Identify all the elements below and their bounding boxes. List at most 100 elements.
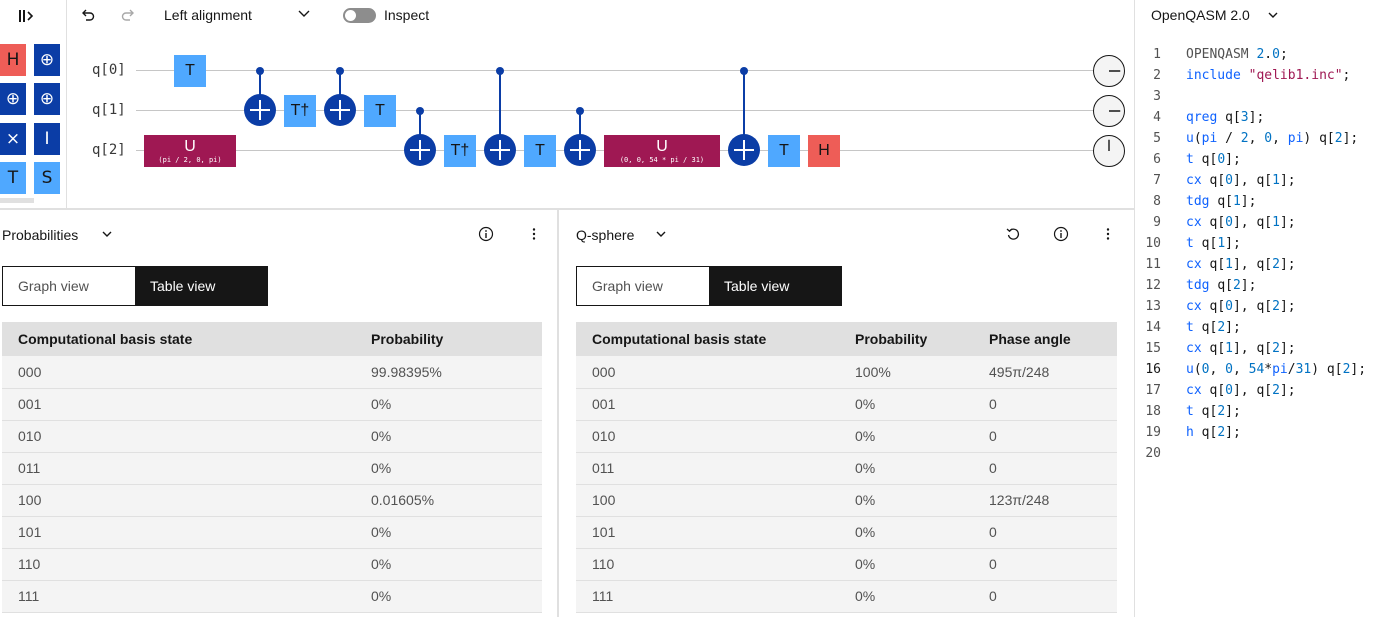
cnot-target[interactable] (324, 94, 356, 126)
code-line[interactable]: 16 u(0, 0, 54*pi/31) q[2]; (1135, 359, 1376, 380)
collapse-palette-icon[interactable] (17, 7, 35, 25)
undo-icon[interactable] (80, 7, 96, 23)
palette-gate-t[interactable]: T (0, 162, 26, 194)
code-text[interactable]: t q[1]; (1186, 236, 1241, 251)
control-dot[interactable] (256, 67, 264, 75)
overflow-menu-icon[interactable] (1100, 226, 1116, 242)
panel-divider[interactable] (0, 208, 1134, 210)
code-text[interactable]: cx q[1], q[2]; (1186, 341, 1296, 356)
palette-gate-toffoli[interactable]: ⊕ (0, 83, 26, 115)
code-line[interactable]: 2 include "qelib1.inc"; (1135, 65, 1376, 86)
code-text[interactable]: cx q[0], q[2]; (1186, 299, 1296, 314)
reset-icon[interactable] (1005, 226, 1021, 242)
code-text[interactable]: u(pi / 2, 0, pi) q[2]; (1186, 131, 1359, 146)
code-text[interactable]: cx q[1], q[2]; (1186, 257, 1296, 272)
code-text[interactable]: cx q[0], q[1]; (1186, 215, 1296, 230)
circuit-canvas[interactable]: q[0] q[1] q[2] T U (pi / 2, 0, pi) T† T … (68, 32, 1134, 208)
table-view-button[interactable]: Table view (709, 267, 841, 305)
chevron-down-icon[interactable] (296, 5, 312, 21)
column-header[interactable]: Phase angle (973, 322, 1117, 356)
column-header[interactable]: Probability (355, 322, 542, 356)
code-line[interactable]: 12 tdg q[2]; (1135, 275, 1376, 296)
control-dot[interactable] (336, 67, 344, 75)
column-header[interactable]: Computational basis state (576, 322, 839, 356)
code-text[interactable]: OPENQASM 2.0; (1186, 47, 1288, 62)
code-line[interactable]: 18 t q[2]; (1135, 401, 1376, 422)
code-line[interactable]: 9 cx q[0], q[1]; (1135, 212, 1376, 233)
palette-gate-ccx[interactable]: ⊕ (34, 83, 60, 115)
info-icon[interactable] (478, 226, 494, 242)
code-line[interactable]: 6 t q[0]; (1135, 149, 1376, 170)
gate-t[interactable]: T (174, 55, 206, 87)
palette-gate-s[interactable]: S (34, 162, 60, 194)
code-text[interactable]: u(0, 0, 54*pi/31) q[2]; (1186, 362, 1367, 377)
code-text[interactable]: t q[2]; (1186, 404, 1241, 419)
gate-t[interactable]: T (364, 95, 396, 127)
cnot-target[interactable] (484, 134, 516, 166)
code-line[interactable]: 14 t q[2]; (1135, 317, 1376, 338)
chevron-down-icon[interactable] (99, 226, 115, 242)
cnot-target[interactable] (728, 134, 760, 166)
inspect-toggle[interactable] (343, 8, 376, 23)
code-line[interactable]: 5 u(pi / 2, 0, pi) q[2]; (1135, 128, 1376, 149)
code-line[interactable]: 7 cx q[0], q[1]; (1135, 170, 1376, 191)
control-dot[interactable] (740, 67, 748, 75)
code-line[interactable]: 15 cx q[1], q[2]; (1135, 338, 1376, 359)
qubit-toggle-icon[interactable] (1093, 55, 1125, 87)
palette-gate-h[interactable]: H (0, 44, 26, 76)
qsphere-title[interactable]: Q-sphere (576, 227, 635, 243)
info-icon[interactable] (1053, 226, 1069, 242)
code-text[interactable]: cx q[0], q[2]; (1186, 383, 1296, 398)
overflow-menu-icon[interactable] (526, 226, 542, 242)
control-dot[interactable] (496, 67, 504, 75)
gate-u[interactable]: U (pi / 2, 0, pi) (144, 135, 236, 167)
code-text[interactable]: tdg q[1]; (1186, 194, 1257, 209)
code-text[interactable]: qreg q[3]; (1186, 110, 1265, 125)
control-dot[interactable] (416, 107, 424, 115)
code-line[interactable]: 20 (1135, 443, 1376, 464)
qubit-toggle-icon[interactable] (1093, 95, 1125, 127)
graph-view-button[interactable]: Graph view (592, 278, 663, 294)
palette-scrollbar[interactable] (0, 198, 34, 203)
code-line[interactable]: 17 cx q[0], q[2]; (1135, 380, 1376, 401)
cnot-target[interactable] (404, 134, 436, 166)
editor-language-select[interactable]: OpenQASM 2.0 (1151, 7, 1250, 23)
probabilities-title[interactable]: Probabilities (2, 227, 79, 243)
code-text[interactable]: include "qelib1.inc"; (1186, 68, 1351, 83)
code-line[interactable]: 8 tdg q[1]; (1135, 191, 1376, 212)
code-line[interactable]: 11 cx q[1], q[2]; (1135, 254, 1376, 275)
cnot-target[interactable] (564, 134, 596, 166)
alignment-select[interactable]: Left alignment (164, 7, 252, 23)
code-line[interactable]: 13 cx q[0], q[2]; (1135, 296, 1376, 317)
chevron-down-icon[interactable] (1265, 7, 1281, 23)
code-line[interactable]: 3 (1135, 86, 1376, 107)
column-header[interactable]: Computational basis state (2, 322, 355, 356)
chevron-down-icon[interactable] (653, 226, 669, 242)
code-line[interactable]: 19 h q[2]; (1135, 422, 1376, 443)
code-text[interactable]: t q[2]; (1186, 320, 1241, 335)
gate-tdg[interactable]: T† (284, 95, 316, 127)
code-text[interactable]: cx q[0], q[1]; (1186, 173, 1296, 188)
column-header[interactable]: Probability (839, 322, 973, 356)
control-dot[interactable] (576, 107, 584, 115)
palette-gate-identity[interactable]: I (34, 123, 60, 155)
code-line[interactable]: 10 t q[1]; (1135, 233, 1376, 254)
gate-t[interactable]: T (524, 135, 556, 167)
code-line[interactable]: 1 OPENQASM 2.0; (1135, 44, 1376, 65)
code-line[interactable]: 4 qreg q[3]; (1135, 107, 1376, 128)
palette-gate-cnot[interactable]: ⊕ (34, 44, 60, 76)
gate-h[interactable]: H (808, 135, 840, 167)
palette-gate-swap[interactable]: ⨯ (0, 123, 26, 155)
gate-tdg[interactable]: T† (444, 135, 476, 167)
code-text[interactable]: tdg q[2]; (1186, 278, 1257, 293)
code-editor[interactable]: 1 OPENQASM 2.0; 2 include "qelib1.inc"; 3 4 qr… (1135, 44, 1376, 464)
gate-t[interactable]: T (768, 135, 800, 167)
panel-divider-vertical[interactable] (557, 210, 559, 617)
code-text[interactable]: h q[2]; (1186, 425, 1241, 440)
graph-view-button[interactable]: Graph view (18, 278, 89, 294)
code-text[interactable]: t q[0]; (1186, 152, 1241, 167)
gate-u[interactable]: U (0, 0, 54 * pi / 31) (604, 135, 720, 167)
table-view-button[interactable]: Table view (135, 267, 267, 305)
qubit-toggle-icon[interactable] (1093, 135, 1125, 167)
redo-icon[interactable] (120, 7, 136, 23)
